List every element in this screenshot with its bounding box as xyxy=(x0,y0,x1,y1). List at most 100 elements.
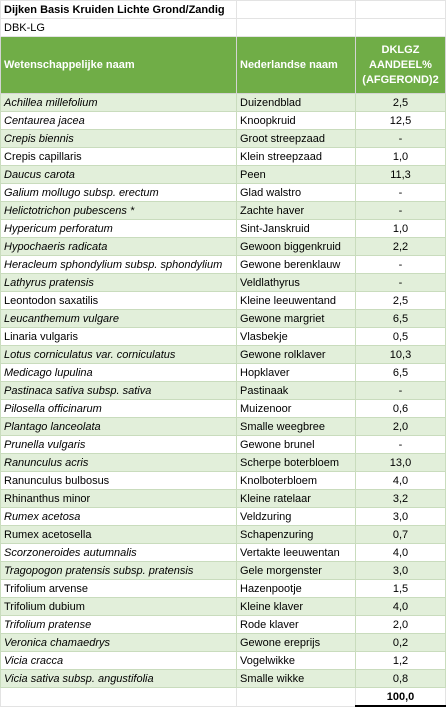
scientific-name-cell[interactable]: Crepis biennis xyxy=(0,129,237,148)
share-value-cell[interactable]: 10,3 xyxy=(355,345,446,364)
dutch-name-cell[interactable]: Vlasbekje xyxy=(236,327,356,346)
share-value-cell[interactable]: 3,2 xyxy=(355,489,446,508)
share-value-cell[interactable]: 6,5 xyxy=(355,309,446,328)
empty-cell[interactable] xyxy=(0,687,237,707)
scientific-name-cell[interactable]: Hypochaeris radicata xyxy=(0,237,237,256)
dutch-name-cell[interactable]: Gewone berenklauw xyxy=(236,255,356,274)
dutch-name-cell[interactable]: Hopklaver xyxy=(236,363,356,382)
share-value-cell[interactable]: - xyxy=(355,255,446,274)
empty-cell[interactable] xyxy=(236,0,356,19)
scientific-name-cell[interactable]: Medicago lupulina xyxy=(0,363,237,382)
scientific-name-cell[interactable]: Trifolium pratense xyxy=(0,615,237,634)
scientific-name-cell[interactable]: Lotus corniculatus var. corniculatus xyxy=(0,345,237,364)
share-value-cell[interactable]: 0,8 xyxy=(355,669,446,688)
dutch-name-cell[interactable]: Scherpe boterbloem xyxy=(236,453,356,472)
share-value-cell[interactable]: - xyxy=(355,201,446,220)
dutch-name-cell[interactable]: Vertakte leeuwentan xyxy=(236,543,356,562)
share-value-cell[interactable]: - xyxy=(355,381,446,400)
scientific-name-cell[interactable]: Centaurea jacea xyxy=(0,111,237,130)
share-value-cell[interactable]: 1,0 xyxy=(355,219,446,238)
scientific-name-cell[interactable]: Prunella vulgaris xyxy=(0,435,237,454)
empty-cell[interactable] xyxy=(236,687,356,707)
share-value-cell[interactable]: 0,2 xyxy=(355,633,446,652)
share-value-cell[interactable]: 0,5 xyxy=(355,327,446,346)
dutch-name-cell[interactable]: Peen xyxy=(236,165,356,184)
share-value-cell[interactable]: - xyxy=(355,129,446,148)
scientific-name-cell[interactable]: Vicia cracca xyxy=(0,651,237,670)
dutch-name-cell[interactable]: Kleine klaver xyxy=(236,597,356,616)
scientific-name-cell[interactable]: Pilosella officinarum xyxy=(0,399,237,418)
dutch-name-cell[interactable]: Schapenzuring xyxy=(236,525,356,544)
empty-cell[interactable] xyxy=(236,18,356,37)
share-value-cell[interactable]: 3,0 xyxy=(355,507,446,526)
share-value-cell[interactable]: 12,5 xyxy=(355,111,446,130)
scientific-name-cell[interactable]: Tragopogon pratensis subsp. pratensis xyxy=(0,561,237,580)
dutch-name-cell[interactable]: Smalle weegbree xyxy=(236,417,356,436)
dutch-name-cell[interactable]: Kleine leeuwentand xyxy=(236,291,356,310)
dutch-name-cell[interactable]: Muizenoor xyxy=(236,399,356,418)
dutch-name-cell[interactable]: Rode klaver xyxy=(236,615,356,634)
header-share-percent[interactable]: DKLGZ AANDEEL% (AFGEROND)2 xyxy=(355,36,446,94)
dutch-name-cell[interactable]: Hazenpootje xyxy=(236,579,356,598)
share-value-cell[interactable]: - xyxy=(355,273,446,292)
scientific-name-cell[interactable]: Galium mollugo subsp. erectum xyxy=(0,183,237,202)
dutch-name-cell[interactable]: Sint-Janskruid xyxy=(236,219,356,238)
scientific-name-cell[interactable]: Ranunculus acris xyxy=(0,453,237,472)
dutch-name-cell[interactable]: Glad walstro xyxy=(236,183,356,202)
scientific-name-cell[interactable]: Helictotrichon pubescens * xyxy=(0,201,237,220)
share-value-cell[interactable]: 2,0 xyxy=(355,615,446,634)
dutch-name-cell[interactable]: Gewone brunel xyxy=(236,435,356,454)
share-value-cell[interactable]: 2,0 xyxy=(355,417,446,436)
scientific-name-cell[interactable]: Daucus carota xyxy=(0,165,237,184)
share-value-cell[interactable]: - xyxy=(355,183,446,202)
scientific-name-cell[interactable]: Rumex acetosa xyxy=(0,507,237,526)
dutch-name-cell[interactable]: Klein streepzaad xyxy=(236,147,356,166)
dutch-name-cell[interactable]: Gewone margriet xyxy=(236,309,356,328)
share-value-cell[interactable]: 4,0 xyxy=(355,543,446,562)
empty-cell[interactable] xyxy=(355,18,446,37)
scientific-name-cell[interactable]: Hypericum perforatum xyxy=(0,219,237,238)
share-value-cell[interactable]: 1,0 xyxy=(355,147,446,166)
share-value-cell[interactable]: 13,0 xyxy=(355,453,446,472)
scientific-name-cell[interactable]: Heracleum sphondylium subsp. sphondylium xyxy=(0,255,237,274)
scientific-name-cell[interactable]: Scorzoneroides autumnalis xyxy=(0,543,237,562)
dutch-name-cell[interactable]: Pastinaak xyxy=(236,381,356,400)
sheet-title-cell[interactable]: Dijken Basis Kruiden Lichte Grond/Zandig xyxy=(0,0,237,19)
scientific-name-cell[interactable]: Plantago lanceolata xyxy=(0,417,237,436)
header-scientific-name[interactable]: Wetenschappelijke naam xyxy=(0,36,237,94)
empty-cell[interactable] xyxy=(355,0,446,19)
dutch-name-cell[interactable]: Smalle wikke xyxy=(236,669,356,688)
dutch-name-cell[interactable]: Zachte haver xyxy=(236,201,356,220)
share-value-cell[interactable]: 2,5 xyxy=(355,93,446,112)
scientific-name-cell[interactable]: Veronica chamaedrys xyxy=(0,633,237,652)
share-value-cell[interactable]: 2,5 xyxy=(355,291,446,310)
dutch-name-cell[interactable]: Duizendblad xyxy=(236,93,356,112)
share-value-cell[interactable]: 11,3 xyxy=(355,165,446,184)
share-value-cell[interactable]: 1,5 xyxy=(355,579,446,598)
scientific-name-cell[interactable]: Trifolium dubium xyxy=(0,597,237,616)
scientific-name-cell[interactable]: Lathyrus pratensis xyxy=(0,273,237,292)
share-value-cell[interactable]: 2,2 xyxy=(355,237,446,256)
share-value-cell[interactable]: 0,7 xyxy=(355,525,446,544)
total-value-cell[interactable]: 100,0 xyxy=(355,687,446,707)
sheet-code-cell[interactable]: DBK-LG xyxy=(0,18,237,37)
dutch-name-cell[interactable]: Vogelwikke xyxy=(236,651,356,670)
dutch-name-cell[interactable]: Knolboterbloem xyxy=(236,471,356,490)
dutch-name-cell[interactable]: Gele morgenster xyxy=(236,561,356,580)
share-value-cell[interactable]: 4,0 xyxy=(355,597,446,616)
share-value-cell[interactable]: 0,6 xyxy=(355,399,446,418)
dutch-name-cell[interactable]: Gewone rolklaver xyxy=(236,345,356,364)
dutch-name-cell[interactable]: Knoopkruid xyxy=(236,111,356,130)
scientific-name-cell[interactable]: Leontodon saxatilis xyxy=(0,291,237,310)
dutch-name-cell[interactable]: Gewone ereprijs xyxy=(236,633,356,652)
scientific-name-cell[interactable]: Rhinanthus minor xyxy=(0,489,237,508)
share-value-cell[interactable]: 1,2 xyxy=(355,651,446,670)
scientific-name-cell[interactable]: Pastinaca sativa subsp. sativa xyxy=(0,381,237,400)
scientific-name-cell[interactable]: Ranunculus bulbosus xyxy=(0,471,237,490)
dutch-name-cell[interactable]: Kleine ratelaar xyxy=(236,489,356,508)
share-value-cell[interactable]: 3,0 xyxy=(355,561,446,580)
dutch-name-cell[interactable]: Veldlathyrus xyxy=(236,273,356,292)
scientific-name-cell[interactable]: Achillea millefolium xyxy=(0,93,237,112)
dutch-name-cell[interactable]: Veldzuring xyxy=(236,507,356,526)
scientific-name-cell[interactable]: Linaria vulgaris xyxy=(0,327,237,346)
